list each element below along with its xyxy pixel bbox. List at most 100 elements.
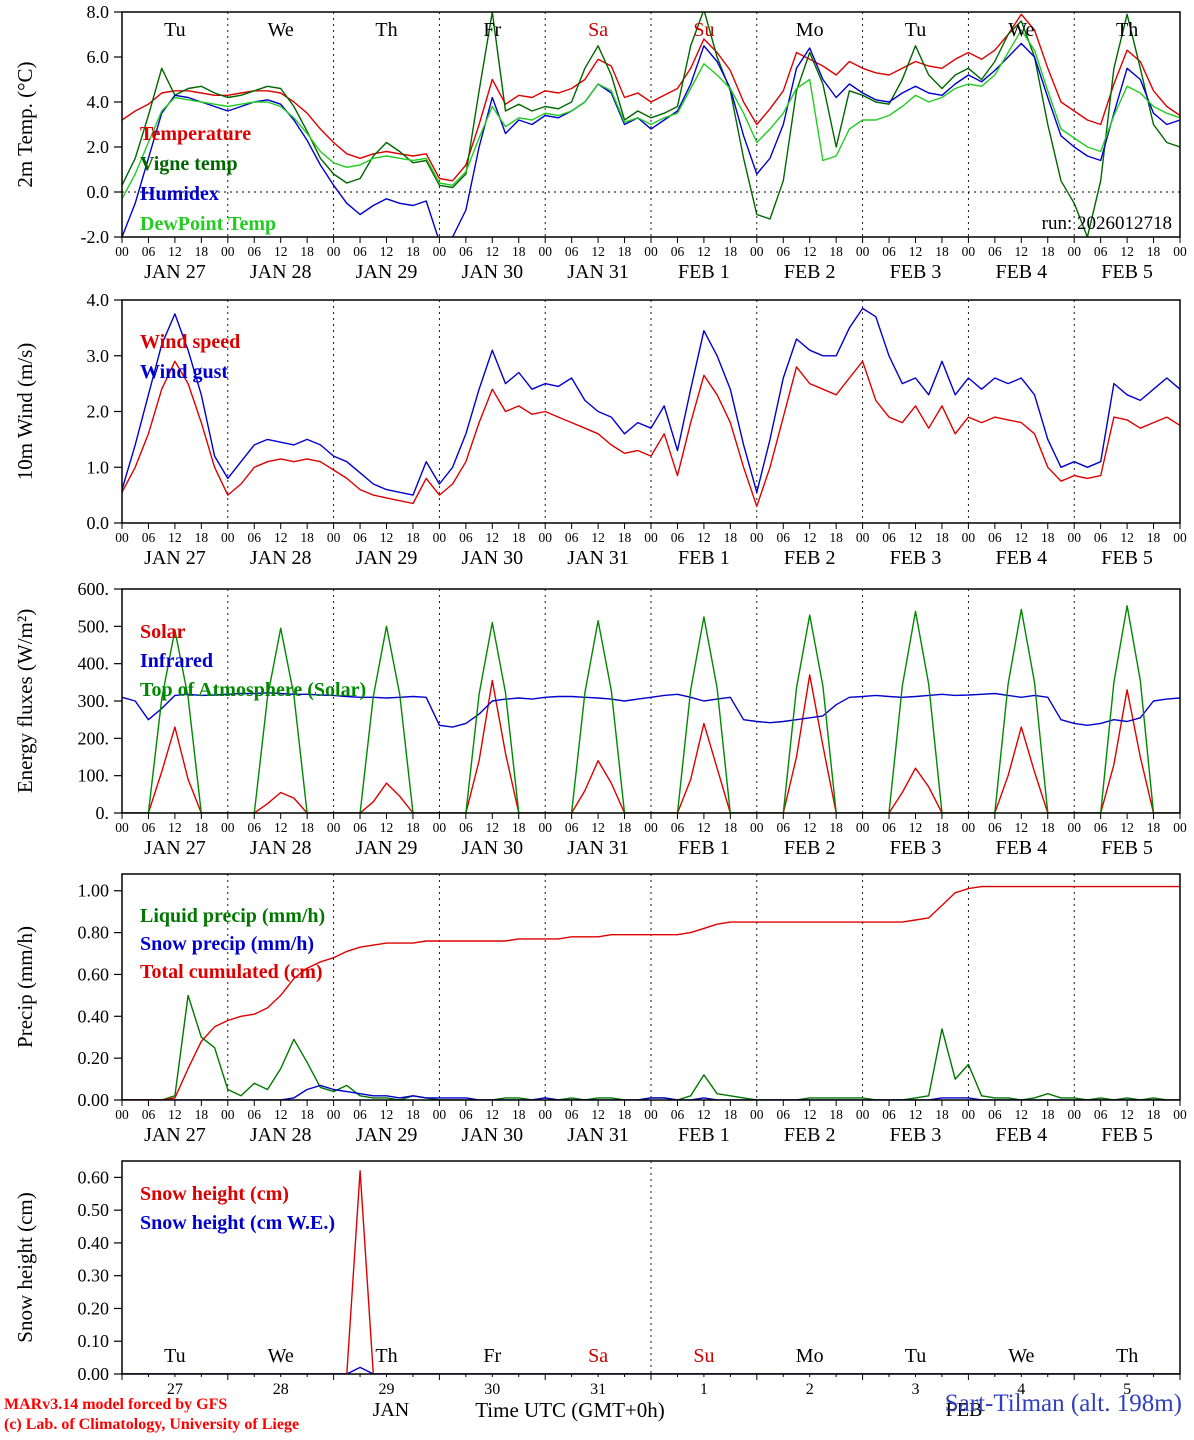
hour-tick-label: 06 xyxy=(565,530,579,545)
y-tick-label: 300. xyxy=(78,691,110,711)
hour-tick-label: 12 xyxy=(591,1107,605,1122)
legend-snow-height-cm: Snow height (cm) xyxy=(140,1183,289,1205)
hour-tick-label: 12 xyxy=(1015,1107,1029,1122)
hour-tick-label: 06 xyxy=(142,244,156,259)
day-number-label: 4 xyxy=(1017,1381,1025,1398)
day-number-label: 2 xyxy=(806,1381,814,1398)
date-label: JAN 30 xyxy=(461,261,523,283)
hour-tick-label: 18 xyxy=(935,244,949,259)
date-label: FEB 4 xyxy=(995,1124,1047,1146)
hour-tick-label: 06 xyxy=(882,1107,896,1122)
hour-tick-label: 06 xyxy=(777,244,791,259)
date-label: JAN 30 xyxy=(461,547,523,569)
y-tick-label: 0.80 xyxy=(78,923,110,943)
legend-vigne-temp: Vigne temp xyxy=(140,153,238,175)
hour-tick-label: 12 xyxy=(803,1107,817,1122)
date-label: JAN 28 xyxy=(250,547,312,569)
y-tick-label: 2.0 xyxy=(87,402,110,422)
hour-tick-label: 18 xyxy=(512,530,526,545)
y-tick-label: 0.00 xyxy=(78,1090,110,1110)
day-name-label: Th xyxy=(1116,19,1138,41)
hour-tick-label: 00 xyxy=(433,530,447,545)
y-tick-label: 6.0 xyxy=(87,47,110,67)
hour-tick-label: 12 xyxy=(380,820,394,835)
day-number-label: 30 xyxy=(484,1381,500,1398)
annotation-run-20260: run: 2026012718 xyxy=(1042,213,1172,234)
hour-tick-label: 00 xyxy=(962,530,976,545)
hour-tick-label: 12 xyxy=(591,820,605,835)
hour-tick-label: 00 xyxy=(327,1107,341,1122)
hour-tick-label: 00 xyxy=(962,244,976,259)
hour-tick-label: 00 xyxy=(538,530,552,545)
hour-tick-label: 06 xyxy=(777,1107,791,1122)
hour-tick-label: 06 xyxy=(459,1107,473,1122)
day-name-label: Th xyxy=(375,1345,397,1367)
y-tick-label: 0.40 xyxy=(78,1233,110,1253)
legend-wind-gust: Wind gust xyxy=(140,361,228,383)
hour-tick-label: 06 xyxy=(248,244,262,259)
hour-tick-label: 00 xyxy=(1173,1107,1187,1122)
series-total-cumulated-cm xyxy=(122,885,1180,1100)
hour-tick-label: 18 xyxy=(618,530,632,545)
y-tick-label: -2.0 xyxy=(81,227,110,247)
date-label: JAN 29 xyxy=(356,547,418,569)
date-label: FEB 3 xyxy=(890,547,942,569)
date-label: JAN 31 xyxy=(567,837,629,859)
hour-tick-label: 18 xyxy=(512,820,526,835)
hour-tick-label: 00 xyxy=(750,244,764,259)
hour-tick-label: 12 xyxy=(909,244,923,259)
legend-wind-speed: Wind speed xyxy=(140,331,240,353)
hour-tick-label: 00 xyxy=(115,820,129,835)
hour-tick-label: 06 xyxy=(142,1107,156,1122)
month-label: FEB xyxy=(946,1399,983,1421)
hour-tick-label: 00 xyxy=(644,530,658,545)
hour-tick-label: 06 xyxy=(1094,530,1108,545)
month-label: JAN xyxy=(373,1399,410,1421)
hour-tick-label: 06 xyxy=(988,530,1002,545)
hour-tick-label: 06 xyxy=(671,1107,685,1122)
series-vigne-temp xyxy=(122,12,1180,237)
series-dewpoint-temp xyxy=(122,29,1180,200)
hour-tick-label: 06 xyxy=(671,530,685,545)
hour-tick-label: 06 xyxy=(565,1107,579,1122)
day-name-label: Su xyxy=(693,1345,714,1367)
hour-tick-label: 12 xyxy=(380,530,394,545)
y-tick-label: 0.0 xyxy=(87,182,110,202)
day-number-label: 28 xyxy=(273,1381,289,1398)
date-label: FEB 5 xyxy=(1101,547,1153,569)
series-solar xyxy=(122,674,1180,813)
hour-tick-label: 06 xyxy=(882,244,896,259)
hour-tick-label: 00 xyxy=(1067,244,1081,259)
day-name-label: Th xyxy=(375,19,397,41)
x-axis-title: Time UTC (GMT+0h) xyxy=(475,1398,665,1422)
hour-tick-label: 18 xyxy=(618,244,632,259)
hour-tick-label: 12 xyxy=(909,820,923,835)
hour-tick-label: 00 xyxy=(856,530,870,545)
date-label: FEB 2 xyxy=(784,837,836,859)
date-label: FEB 5 xyxy=(1101,837,1153,859)
hour-tick-label: 00 xyxy=(962,820,976,835)
hour-tick-label: 18 xyxy=(724,1107,738,1122)
legend-humidex: Humidex xyxy=(140,183,219,205)
hour-tick-label: 18 xyxy=(1147,1107,1161,1122)
hour-tick-label: 12 xyxy=(486,1107,500,1122)
hour-tick-label: 18 xyxy=(724,244,738,259)
day-name-label: We xyxy=(1008,19,1034,41)
hour-tick-label: 12 xyxy=(697,1107,711,1122)
hour-tick-label: 18 xyxy=(724,820,738,835)
y-tick-label: 0.20 xyxy=(78,1048,110,1068)
day-number-label: 31 xyxy=(590,1381,606,1398)
hour-tick-label: 00 xyxy=(1173,530,1187,545)
hour-tick-label: 00 xyxy=(856,1107,870,1122)
date-label: JAN 28 xyxy=(250,261,312,283)
date-label: JAN 28 xyxy=(250,1124,312,1146)
model-credit-line: MARv3.14 model forced by GFS xyxy=(4,1396,228,1413)
y-tick-label: 0.00 xyxy=(78,1364,110,1384)
hour-tick-label: 00 xyxy=(538,244,552,259)
date-label: JAN 29 xyxy=(356,1124,418,1146)
hour-tick-label: 12 xyxy=(274,1107,288,1122)
day-name-label: Su xyxy=(693,19,714,41)
y-tick-label: 4.0 xyxy=(87,92,110,112)
hour-tick-label: 18 xyxy=(195,820,209,835)
y-tick-label: 1.0 xyxy=(87,457,110,477)
